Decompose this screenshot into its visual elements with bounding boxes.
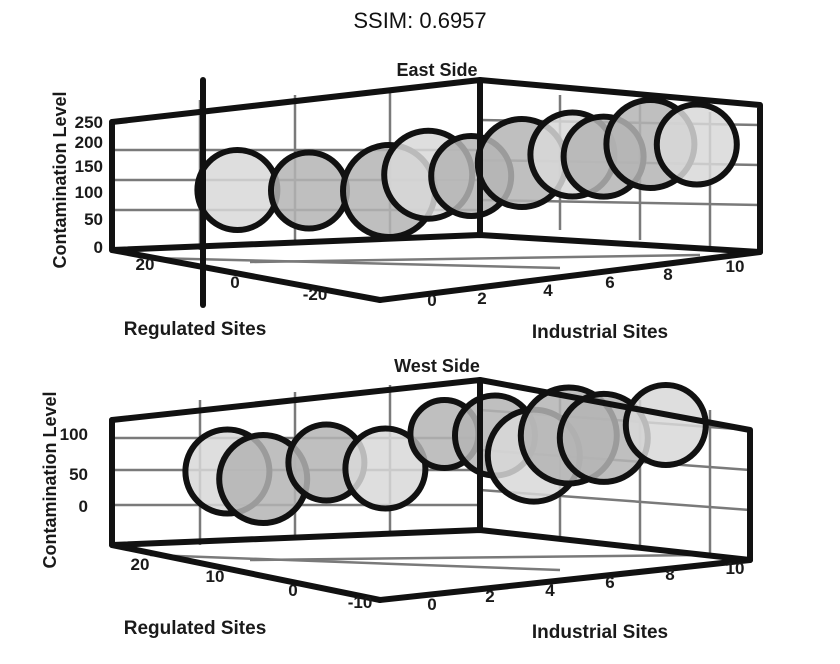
east-title: East Side: [396, 60, 477, 80]
west-frame: [109, 377, 753, 603]
east-bubble-point: [653, 101, 740, 188]
east-z-tick-label: 50: [84, 210, 103, 229]
west-y-tick-label: 10: [726, 559, 745, 578]
east-y-tick-label: 8: [663, 265, 672, 284]
east-z-tick-label: 150: [75, 157, 103, 176]
west-bubble-point: [342, 425, 429, 512]
west-z-tick-label: 100: [60, 425, 88, 444]
east-ylabel: Industrial Sites: [532, 322, 668, 343]
east-y-tick-label: 4: [543, 281, 553, 300]
west-y-tick-label: 6: [605, 573, 614, 592]
east-x-tick-label: 20: [136, 255, 155, 274]
east-x-tick-label: -20: [303, 285, 328, 304]
west-y-tick-label: 0: [427, 595, 436, 614]
east-zlabel: Contamination Level: [50, 91, 70, 268]
west-x-tick-label: -10: [348, 593, 373, 612]
east-y-tick-label: 10: [726, 257, 745, 276]
east-z-tick-label: 0: [94, 238, 103, 257]
east-z-tick-label: 200: [75, 133, 103, 152]
east-z-tick-label: 100: [75, 183, 103, 202]
figure-title: SSIM: 0.6957: [353, 8, 486, 33]
east-frame: [109, 77, 763, 308]
east-x-tick-label: 0: [230, 273, 239, 292]
panel-west-side: West Side Contamination Level Regulated …: [40, 356, 753, 643]
west-zlabel: Contamination Level: [40, 391, 60, 568]
west-z-tick-label: 0: [79, 497, 88, 516]
panel-east-side: East Side Contamination Level Regulated …: [50, 60, 763, 343]
west-bubble-point: [622, 382, 709, 468]
east-xlabel: Regulated Sites: [124, 319, 267, 340]
east-z-tick-label: 250: [75, 113, 103, 132]
west-x-tick-label: 0: [288, 581, 297, 600]
west-x-tick-label: 20: [131, 555, 150, 574]
east-bubbles: [194, 97, 740, 240]
west-z-tick-label: 50: [69, 465, 88, 484]
east-y-tick-label: 0: [427, 291, 436, 310]
west-bubbles: [182, 382, 709, 526]
east-y-tick-label: 2: [477, 289, 486, 308]
east-bubble-point: [194, 147, 281, 233]
west-y-tick-label: 8: [665, 565, 674, 584]
west-x-tick-label: 10: [206, 567, 225, 586]
west-title: West Side: [394, 356, 480, 376]
west-y-tick-label: 4: [545, 581, 555, 600]
east-bubble-point: [268, 149, 350, 232]
west-ylabel: Industrial Sites: [532, 622, 668, 643]
east-y-tick-label: 6: [605, 273, 614, 292]
west-xlabel: Regulated Sites: [124, 618, 267, 639]
west-y-tick-label: 2: [485, 587, 494, 606]
